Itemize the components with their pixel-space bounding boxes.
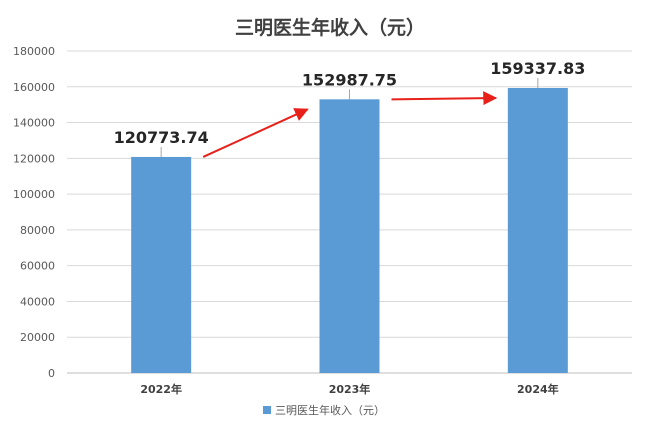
trend-arrows xyxy=(202,91,498,158)
y-axis-ticks: 0 20000 40000 60000 80000 100000 120000 140000 1… xyxy=(13,45,55,380)
y-tick-label: 100000 xyxy=(13,188,55,201)
y-tick-label: 80000 xyxy=(20,224,55,237)
data-label: 120773.74 xyxy=(114,128,209,147)
trend-arrow xyxy=(391,91,498,106)
y-tick-label: 120000 xyxy=(13,152,55,165)
chart-title: 三明医生年收入（元） xyxy=(235,16,425,39)
bar xyxy=(131,156,192,373)
y-tick-label: 0 xyxy=(48,367,55,380)
legend-label: 三明医生年收入（元） xyxy=(275,403,385,417)
y-tick-label: 160000 xyxy=(13,81,55,94)
x-category-label: 2022年 xyxy=(140,382,182,396)
data-label: 159337.83 xyxy=(490,59,585,78)
bar xyxy=(507,87,568,373)
y-tick-label: 60000 xyxy=(20,260,55,273)
y-tick-label: 40000 xyxy=(20,295,55,308)
data-labels: 120773.74 152987.75 159337.83 xyxy=(114,59,585,157)
legend: 三明医生年收入（元） xyxy=(263,403,385,417)
x-category-label: 2024年 xyxy=(517,382,559,396)
legend-swatch xyxy=(263,406,271,414)
y-tick-label: 180000 xyxy=(13,45,55,58)
y-tick-label: 20000 xyxy=(20,331,55,344)
y-tick-label: 140000 xyxy=(13,117,55,130)
bars xyxy=(131,87,568,374)
x-axis-categories: 2022年 2023年 2024年 xyxy=(140,382,558,396)
trend-arrow xyxy=(202,108,309,158)
x-category-label: 2023年 xyxy=(329,382,371,396)
bar xyxy=(319,99,380,374)
data-label: 152987.75 xyxy=(302,70,397,89)
